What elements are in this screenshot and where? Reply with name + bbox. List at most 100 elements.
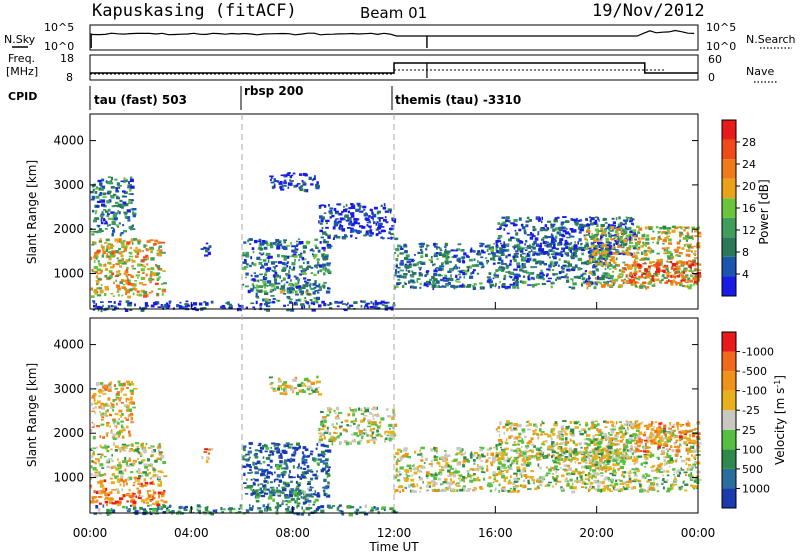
data-cell — [694, 257, 698, 259]
data-cell — [279, 240, 281, 242]
data-cell — [96, 382, 100, 385]
data-cell — [123, 240, 126, 242]
data-cell — [115, 413, 119, 415]
data-cell — [117, 391, 120, 393]
data-cell — [493, 447, 495, 449]
data-cell — [368, 422, 370, 424]
data-cell — [529, 462, 532, 465]
data-cell — [321, 301, 325, 304]
data-cell — [130, 448, 132, 450]
data-cell — [343, 218, 345, 220]
data-cell — [249, 469, 252, 471]
data-cell — [137, 478, 141, 480]
data-cell — [119, 200, 122, 202]
data-cell — [285, 485, 289, 487]
data-cell — [581, 225, 583, 228]
data-cell — [115, 217, 118, 220]
data-cell — [533, 241, 537, 244]
cpid-panel: CPID tau (fast) 503 rbsp 200 themis (tau… — [8, 84, 521, 110]
data-cell — [129, 489, 131, 492]
data-cell — [601, 224, 605, 227]
data-cell — [161, 283, 163, 285]
data-cell — [383, 207, 387, 210]
data-cell — [688, 265, 691, 268]
data-cell — [671, 266, 673, 269]
data-cell — [490, 258, 493, 261]
data-cell — [318, 283, 320, 285]
data-cell — [307, 455, 311, 457]
data-cell — [427, 482, 431, 485]
data-cell — [300, 478, 302, 481]
data-cell — [688, 270, 692, 272]
data-cell — [501, 250, 505, 253]
data-cell — [108, 386, 112, 389]
data-cell — [260, 243, 264, 246]
data-cell — [344, 234, 347, 236]
data-cell — [162, 289, 166, 292]
data-cell — [602, 261, 604, 263]
data-cell — [346, 424, 349, 426]
data-cell — [151, 451, 154, 453]
data-cell — [99, 411, 101, 413]
data-cell — [694, 246, 696, 248]
data-cell — [633, 277, 636, 279]
data-cell — [611, 239, 614, 241]
data-cell — [624, 219, 628, 222]
data-cell — [431, 460, 433, 463]
data-cell — [112, 218, 114, 221]
data-cell — [180, 302, 182, 304]
data-cell — [492, 246, 495, 249]
data-cell — [460, 450, 463, 452]
data-cell — [329, 212, 333, 215]
data-cell — [394, 238, 398, 241]
data-cell — [370, 413, 373, 415]
data-cell — [426, 471, 430, 474]
data-cell — [137, 241, 140, 244]
data-cell — [277, 474, 281, 478]
data-cell — [155, 501, 159, 504]
data-cell — [466, 255, 469, 258]
data-cell — [317, 443, 319, 446]
data-cell — [128, 431, 130, 434]
data-cell — [126, 259, 129, 262]
data-cell — [107, 256, 110, 258]
data-cell — [616, 217, 618, 220]
data-cell — [114, 425, 116, 427]
data-cell — [536, 253, 538, 256]
data-cell — [133, 485, 135, 487]
data-cell — [651, 250, 654, 253]
data-cell — [568, 474, 570, 476]
data-cell — [140, 446, 144, 448]
data-cell — [676, 262, 678, 265]
data-cell — [275, 479, 279, 481]
data-cell — [481, 472, 485, 474]
data-cell — [568, 455, 570, 458]
data-cell — [146, 502, 149, 505]
data-cell — [326, 291, 330, 294]
data-cell — [431, 480, 435, 483]
data-cell — [104, 473, 106, 475]
data-cell — [141, 277, 145, 280]
data-cell — [97, 231, 101, 233]
data-cell — [509, 263, 512, 266]
data-cell — [612, 271, 614, 273]
data-cell — [694, 270, 697, 272]
data-cell — [552, 282, 554, 284]
data-cell — [346, 204, 348, 207]
data-cell — [489, 447, 492, 449]
data-cell — [552, 486, 554, 488]
data-cell — [324, 436, 326, 440]
data-cell — [127, 219, 130, 221]
data-cell — [692, 277, 696, 280]
data-cell — [123, 484, 125, 487]
data-cell — [462, 464, 465, 467]
data-cell — [114, 179, 117, 181]
data-cell — [459, 471, 461, 473]
data-cell — [284, 284, 286, 286]
data-cell — [444, 246, 446, 248]
data-cell — [346, 430, 348, 433]
data-cell — [651, 226, 653, 228]
data-cell — [113, 502, 117, 504]
data-cell — [559, 271, 562, 274]
data-cell — [132, 407, 136, 409]
